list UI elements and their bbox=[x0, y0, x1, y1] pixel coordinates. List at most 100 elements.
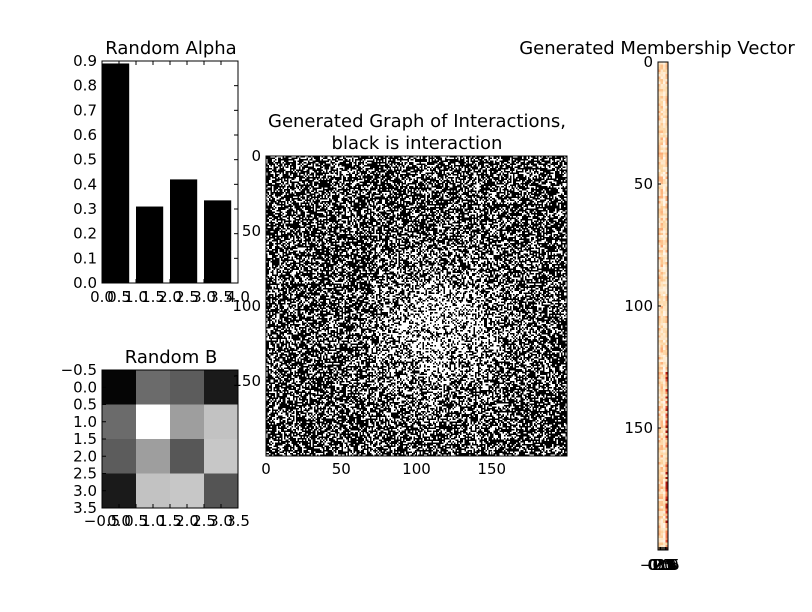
b-frame bbox=[101, 369, 239, 509]
graph-cells bbox=[266, 156, 567, 456]
alpha-bars bbox=[102, 63, 232, 283]
alpha-xtick-label: 2.5 bbox=[175, 288, 199, 306]
b-cell bbox=[136, 473, 171, 509]
membership-xtick-label: 3.5 bbox=[656, 556, 680, 574]
b-cell bbox=[204, 473, 239, 509]
membership-xtick-label: 2.0 bbox=[652, 556, 676, 574]
b-cell bbox=[170, 439, 205, 474]
graph-ytick-label: 0 bbox=[251, 147, 261, 165]
alpha-xtick-label: 0.0 bbox=[90, 288, 114, 306]
graph-ticks: 0 50 100 150 0 50 100 150 bbox=[232, 147, 506, 478]
alpha-ytick-label: 0.3 bbox=[73, 200, 97, 218]
b-cell bbox=[102, 439, 137, 474]
alpha-xtick-label: 3.5 bbox=[209, 288, 233, 306]
b-ytick-label: 2.0 bbox=[73, 447, 97, 465]
membership-xtick-label: 0.5 bbox=[649, 556, 673, 574]
graph-xtick-label: 50 bbox=[332, 460, 351, 478]
alpha-ytick-label: 0.4 bbox=[73, 175, 97, 193]
alpha-bar bbox=[136, 206, 164, 283]
alpha-title: Random Alpha bbox=[105, 38, 236, 59]
alpha-chart: Random Alpha 0.00.51.01.52.02.53.03.54.0… bbox=[73, 38, 250, 306]
b-xtick-label: 2.0 bbox=[175, 512, 199, 530]
b-xtick-label: 2.5 bbox=[192, 512, 216, 530]
membership-ytick-label: 0 bbox=[643, 53, 653, 71]
b-cell bbox=[102, 473, 137, 509]
b-xtick-label: 3.0 bbox=[209, 512, 233, 530]
alpha-ytick-label: 0.7 bbox=[73, 101, 97, 119]
alpha-ytick-label: 0.1 bbox=[73, 249, 97, 267]
membership-chart: Generated Membership Vector 0 50 100 150 −0.… bbox=[519, 38, 795, 574]
b-cell bbox=[102, 370, 137, 405]
b-xtick-label: 0.0 bbox=[107, 512, 131, 530]
alpha-ytick-label: 0.6 bbox=[73, 126, 97, 144]
membership-ytick-label: 100 bbox=[624, 297, 653, 315]
graph-adjacency-matrix bbox=[266, 156, 567, 456]
alpha-ytick-label: 0.8 bbox=[73, 77, 97, 95]
alpha-xtick-label: 1.0 bbox=[124, 288, 148, 306]
b-ticks: −0.50.00.51.01.52.02.53.03.5−0.50.00.51.… bbox=[61, 361, 250, 530]
membership-title: Generated Membership Vector bbox=[519, 38, 795, 59]
b-cell bbox=[102, 404, 137, 440]
graph-xtick-label: 100 bbox=[402, 460, 431, 478]
alpha-frame bbox=[101, 60, 239, 284]
b-xtick-label: −0.5 bbox=[84, 512, 120, 530]
b-ytick-label: −0.5 bbox=[61, 361, 97, 379]
membership-cells bbox=[658, 62, 668, 550]
membership-ytick-label: 50 bbox=[634, 175, 653, 193]
alpha-ytick-label: 0.5 bbox=[73, 151, 97, 169]
b-xtick-label: 1.0 bbox=[141, 512, 165, 530]
b-cell bbox=[136, 439, 171, 474]
b-cell bbox=[204, 404, 239, 440]
graph-title-line-2: black is interaction bbox=[332, 133, 503, 154]
graph-ytick-label: 150 bbox=[232, 372, 261, 390]
b-ytick-label: 0.0 bbox=[73, 378, 97, 396]
graph-ytick-label: 100 bbox=[232, 297, 261, 315]
membership-xtick-label: −0.5 bbox=[640, 556, 676, 574]
b-xtick-label: 3.5 bbox=[226, 512, 250, 530]
b-cell bbox=[136, 370, 171, 405]
alpha-xtick-label: 0.5 bbox=[107, 288, 131, 306]
b-ytick-label: 1.0 bbox=[73, 413, 97, 431]
alpha-bar bbox=[170, 179, 198, 283]
b-cell bbox=[170, 404, 205, 440]
alpha-bar bbox=[102, 63, 130, 283]
alpha-ytick-label: 0.9 bbox=[73, 52, 97, 70]
b-ytick-label: 1.5 bbox=[73, 430, 97, 448]
b-cell bbox=[170, 473, 205, 509]
alpha-xtick-label: 2.0 bbox=[158, 288, 182, 306]
b-cell bbox=[170, 370, 205, 405]
alpha-bar bbox=[204, 200, 232, 283]
membership-xtick-label: 3.0 bbox=[655, 556, 679, 574]
membership-matrix bbox=[658, 62, 668, 550]
alpha-ticks: 0.00.51.01.52.02.53.03.54.00.00.10.20.30… bbox=[73, 52, 250, 306]
b-cell bbox=[204, 439, 239, 474]
membership-xtick-label: 1.5 bbox=[651, 556, 675, 574]
alpha-xtick-label: 3.0 bbox=[192, 288, 216, 306]
membership-frame bbox=[657, 61, 669, 551]
b-xtick-label: 0.5 bbox=[124, 512, 148, 530]
membership-xtick-label: 2.5 bbox=[654, 556, 678, 574]
b-title: Random B bbox=[125, 347, 218, 368]
membership-ticks: 0 50 100 150 −0.50.00.51.01.52.02.53.03.5 bbox=[624, 53, 680, 574]
graph-chart: Generated Graph of Interactions, black i… bbox=[232, 111, 568, 478]
membership-xtick-label: 0.0 bbox=[647, 556, 671, 574]
b-ytick-label: 2.5 bbox=[73, 465, 97, 483]
alpha-xtick-label: 1.5 bbox=[141, 288, 165, 306]
b-ytick-label: 3.0 bbox=[73, 482, 97, 500]
graph-ytick-label: 50 bbox=[242, 222, 261, 240]
b-ytick-label: 3.5 bbox=[73, 499, 97, 517]
graph-xtick-label: 150 bbox=[477, 460, 506, 478]
alpha-xtick-label: 4.0 bbox=[226, 288, 250, 306]
graph-xtick-label: 0 bbox=[261, 460, 271, 478]
b-cell bbox=[204, 370, 239, 405]
membership-xtick-label: 1.0 bbox=[650, 556, 674, 574]
b-ytick-label: 0.5 bbox=[73, 396, 97, 414]
graph-frame bbox=[265, 155, 568, 457]
b-xtick-label: 1.5 bbox=[158, 512, 182, 530]
alpha-ytick-label: 0.0 bbox=[73, 274, 97, 292]
b-cells bbox=[102, 370, 239, 509]
b-cell bbox=[136, 404, 171, 440]
graph-title-line-1: Generated Graph of Interactions, bbox=[268, 111, 566, 132]
alpha-ytick-label: 0.2 bbox=[73, 225, 97, 243]
